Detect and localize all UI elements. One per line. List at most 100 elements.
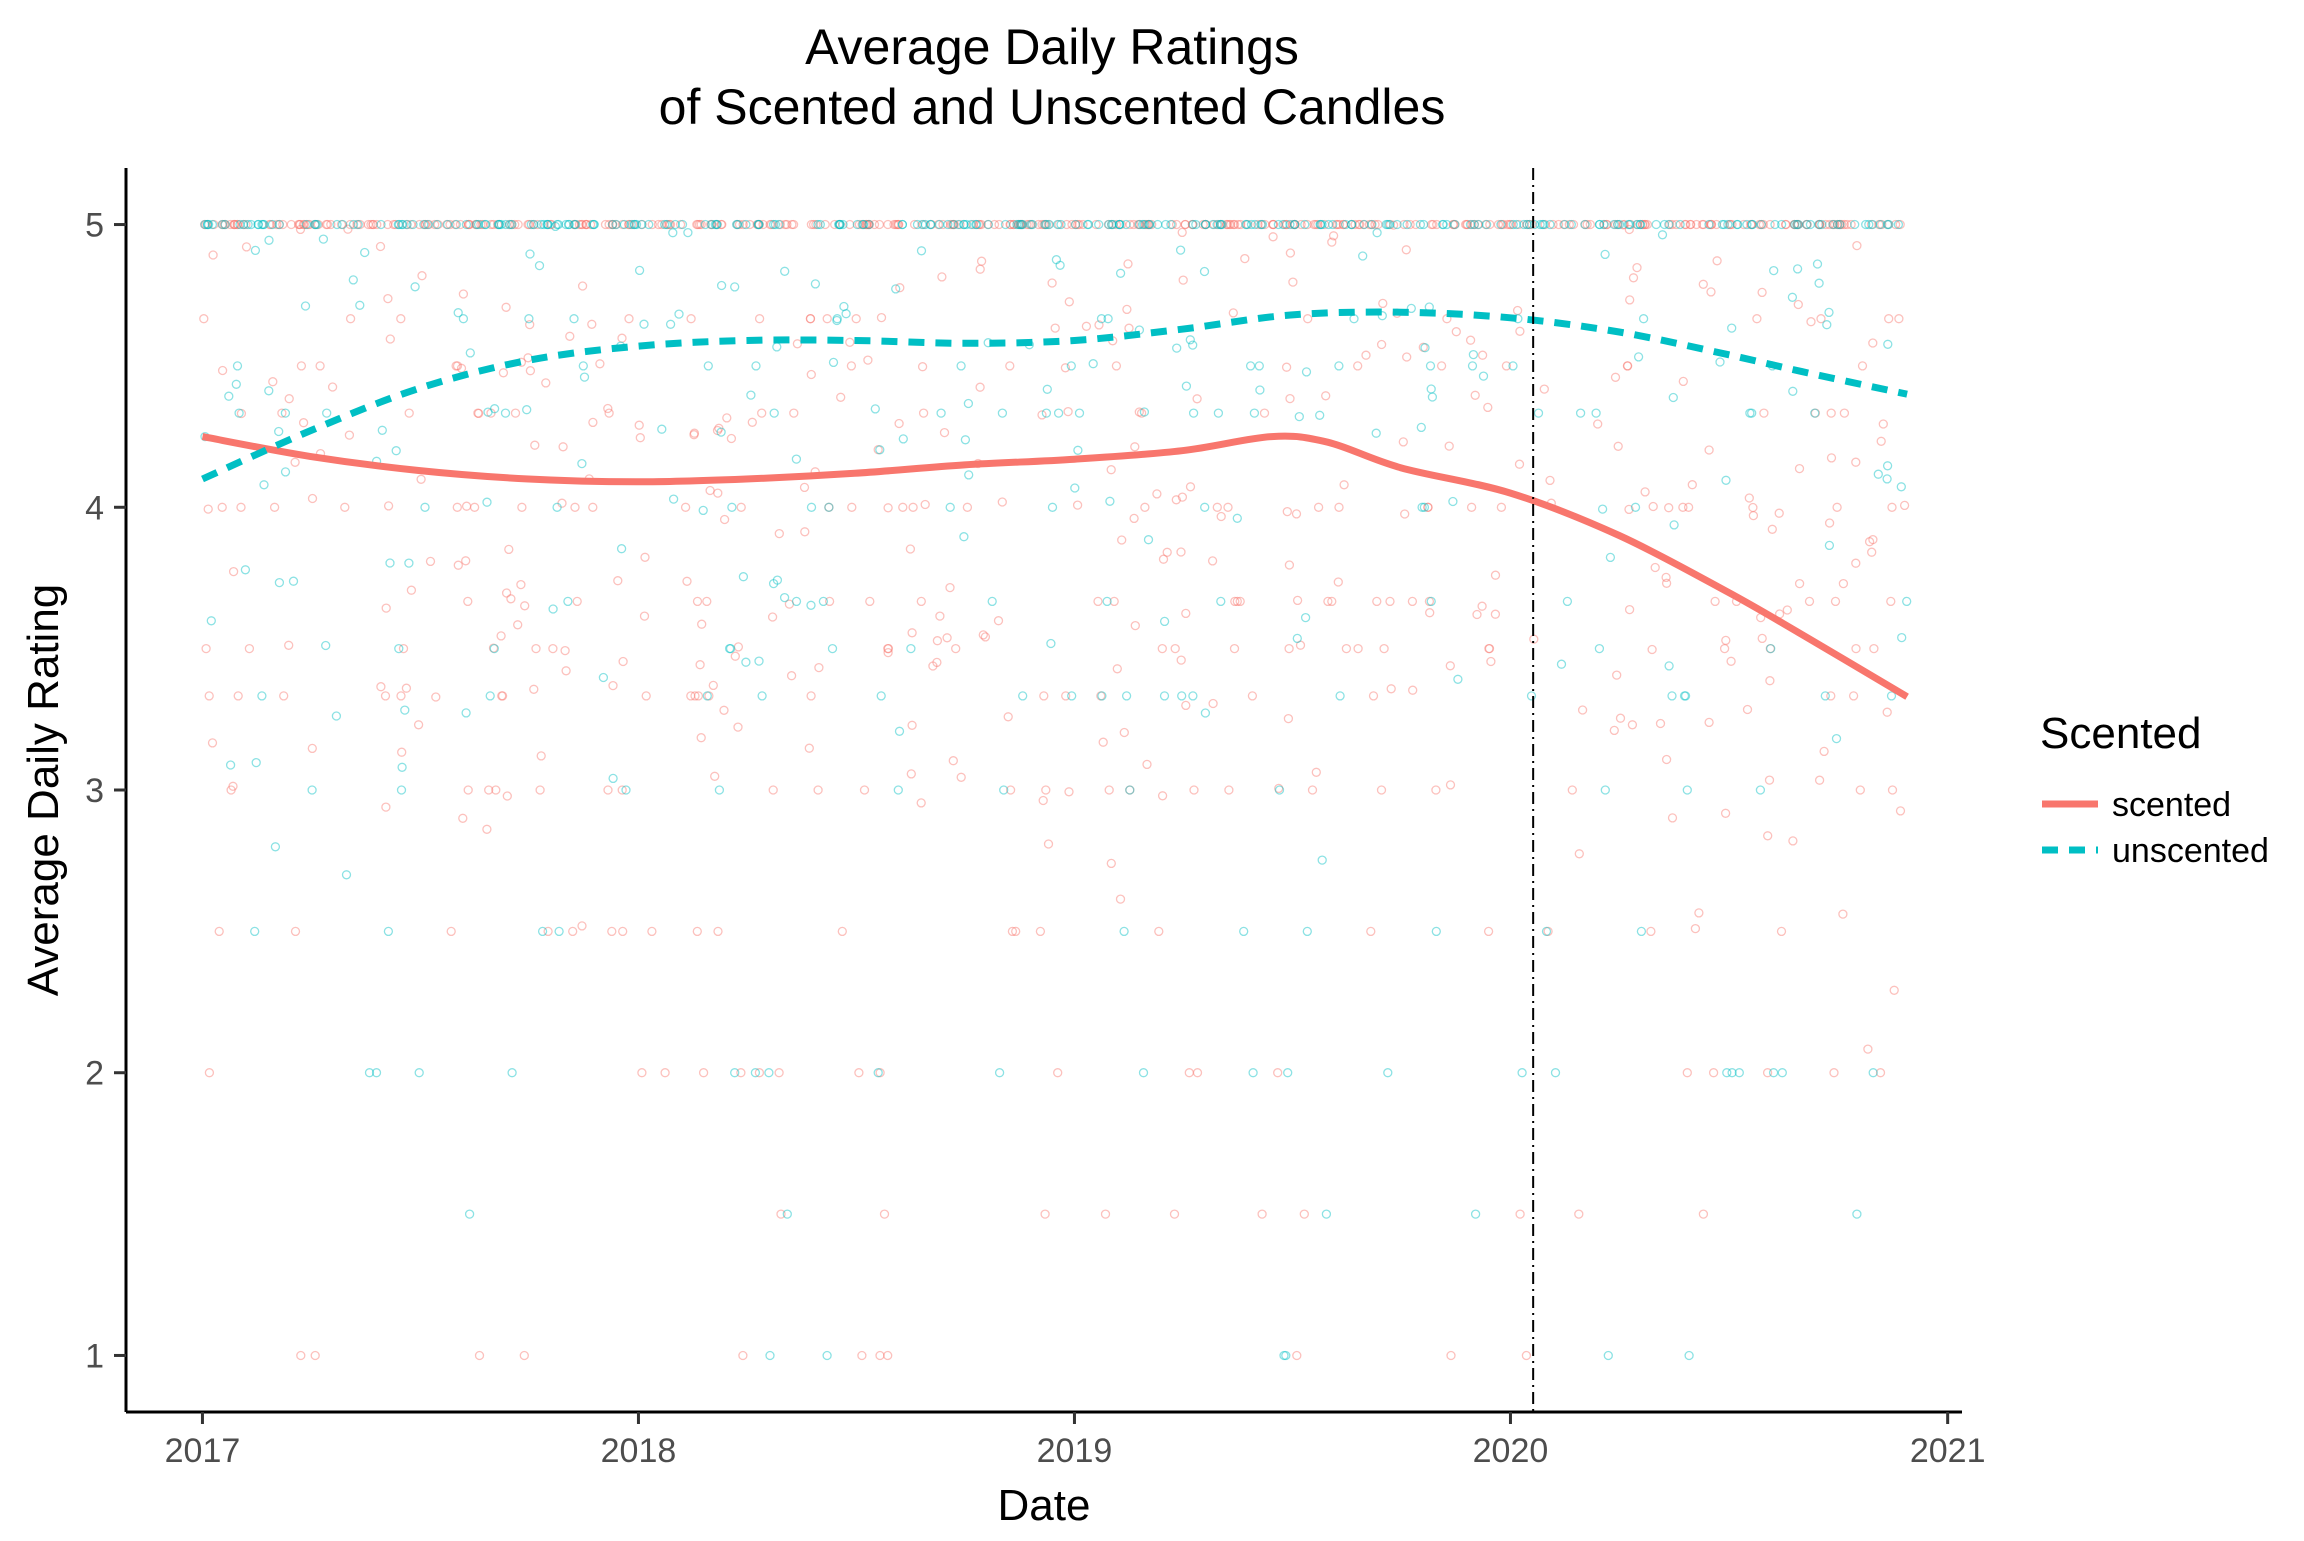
data-point bbox=[818, 596, 829, 607]
data-point bbox=[1138, 1068, 1149, 1078]
data-point bbox=[1015, 219, 1025, 230]
data-point bbox=[834, 219, 845, 230]
data-point bbox=[806, 691, 816, 701]
data-point bbox=[936, 408, 946, 418]
data-point bbox=[217, 502, 227, 512]
data-point bbox=[920, 499, 930, 510]
data-point bbox=[284, 640, 294, 650]
data-point bbox=[290, 926, 301, 937]
data-point bbox=[366, 219, 376, 230]
data-point bbox=[774, 219, 784, 230]
data-point bbox=[1117, 535, 1127, 545]
data-point bbox=[1341, 643, 1352, 654]
data-point bbox=[1556, 659, 1567, 669]
data-point bbox=[501, 588, 512, 598]
data-point bbox=[1895, 806, 1906, 816]
data-point bbox=[1793, 299, 1803, 310]
data-point bbox=[1224, 219, 1234, 230]
data-point bbox=[307, 785, 317, 795]
data-point bbox=[891, 219, 901, 230]
data-point bbox=[1726, 656, 1736, 666]
data-point bbox=[225, 219, 236, 230]
data-point bbox=[772, 575, 783, 585]
data-point bbox=[569, 219, 580, 230]
data-point bbox=[463, 785, 473, 795]
data-point bbox=[860, 219, 870, 230]
data-point bbox=[916, 798, 926, 808]
data-point bbox=[835, 219, 845, 230]
data-point bbox=[1216, 511, 1226, 522]
data-point bbox=[730, 282, 740, 292]
data-point bbox=[315, 361, 325, 371]
data-point bbox=[1661, 754, 1672, 765]
data-point bbox=[496, 219, 506, 230]
data-point bbox=[617, 333, 627, 343]
data-point bbox=[1431, 785, 1441, 795]
data-point bbox=[686, 691, 696, 701]
data-point bbox=[618, 656, 628, 667]
data-point bbox=[608, 680, 618, 691]
data-point bbox=[1321, 391, 1331, 401]
data-point bbox=[1200, 219, 1211, 230]
data-point bbox=[894, 418, 904, 429]
data-point bbox=[1828, 219, 1838, 230]
data-point bbox=[1465, 219, 1476, 230]
data-point bbox=[1240, 253, 1250, 264]
data-point bbox=[253, 219, 263, 230]
data-point bbox=[1873, 469, 1883, 479]
data-point bbox=[716, 219, 726, 230]
data-point bbox=[206, 616, 216, 626]
data-point bbox=[1432, 219, 1442, 230]
data-point bbox=[383, 219, 393, 230]
data-point bbox=[1147, 219, 1157, 230]
data-point bbox=[1423, 502, 1433, 512]
data-point bbox=[577, 281, 588, 291]
data-point bbox=[236, 502, 246, 512]
data-point bbox=[235, 219, 245, 230]
data-point bbox=[647, 219, 657, 230]
data-point bbox=[1292, 633, 1302, 644]
data-point bbox=[754, 656, 764, 666]
data-point bbox=[507, 219, 517, 230]
data-point bbox=[1757, 287, 1767, 298]
data-point bbox=[644, 219, 654, 230]
data-point bbox=[1819, 746, 1829, 757]
data-point bbox=[1501, 361, 1512, 371]
data-point bbox=[1295, 640, 1306, 650]
data-point bbox=[876, 312, 887, 323]
data-point bbox=[1311, 767, 1321, 777]
data-point bbox=[1562, 596, 1573, 607]
data-point bbox=[1129, 513, 1139, 524]
data-point bbox=[926, 219, 937, 230]
data-point bbox=[789, 408, 799, 418]
data-point bbox=[1378, 298, 1388, 309]
data-point bbox=[1417, 502, 1427, 512]
data-point bbox=[1317, 855, 1327, 865]
data-point bbox=[1822, 320, 1832, 330]
data-point bbox=[822, 1350, 832, 1361]
data-point bbox=[1228, 308, 1238, 318]
data-point bbox=[704, 691, 714, 701]
data-point bbox=[553, 219, 564, 230]
data-point bbox=[476, 219, 486, 230]
data-point bbox=[1679, 691, 1690, 701]
data-point bbox=[394, 643, 404, 654]
data-point bbox=[830, 219, 840, 230]
data-point bbox=[1486, 656, 1496, 667]
data-point bbox=[780, 266, 790, 276]
data-point bbox=[757, 691, 767, 701]
data-point bbox=[577, 921, 587, 931]
data-point bbox=[489, 643, 499, 654]
data-point bbox=[1838, 578, 1849, 589]
data-point bbox=[1366, 926, 1376, 937]
data-point bbox=[303, 219, 313, 230]
data-point bbox=[1788, 836, 1798, 846]
data-point bbox=[1766, 643, 1776, 654]
data-point bbox=[209, 219, 219, 230]
data-point bbox=[1899, 500, 1910, 511]
data-point bbox=[402, 219, 412, 230]
data-point bbox=[233, 691, 243, 701]
data-point bbox=[912, 219, 923, 230]
data-point bbox=[1047, 278, 1057, 288]
data-point bbox=[483, 407, 493, 417]
